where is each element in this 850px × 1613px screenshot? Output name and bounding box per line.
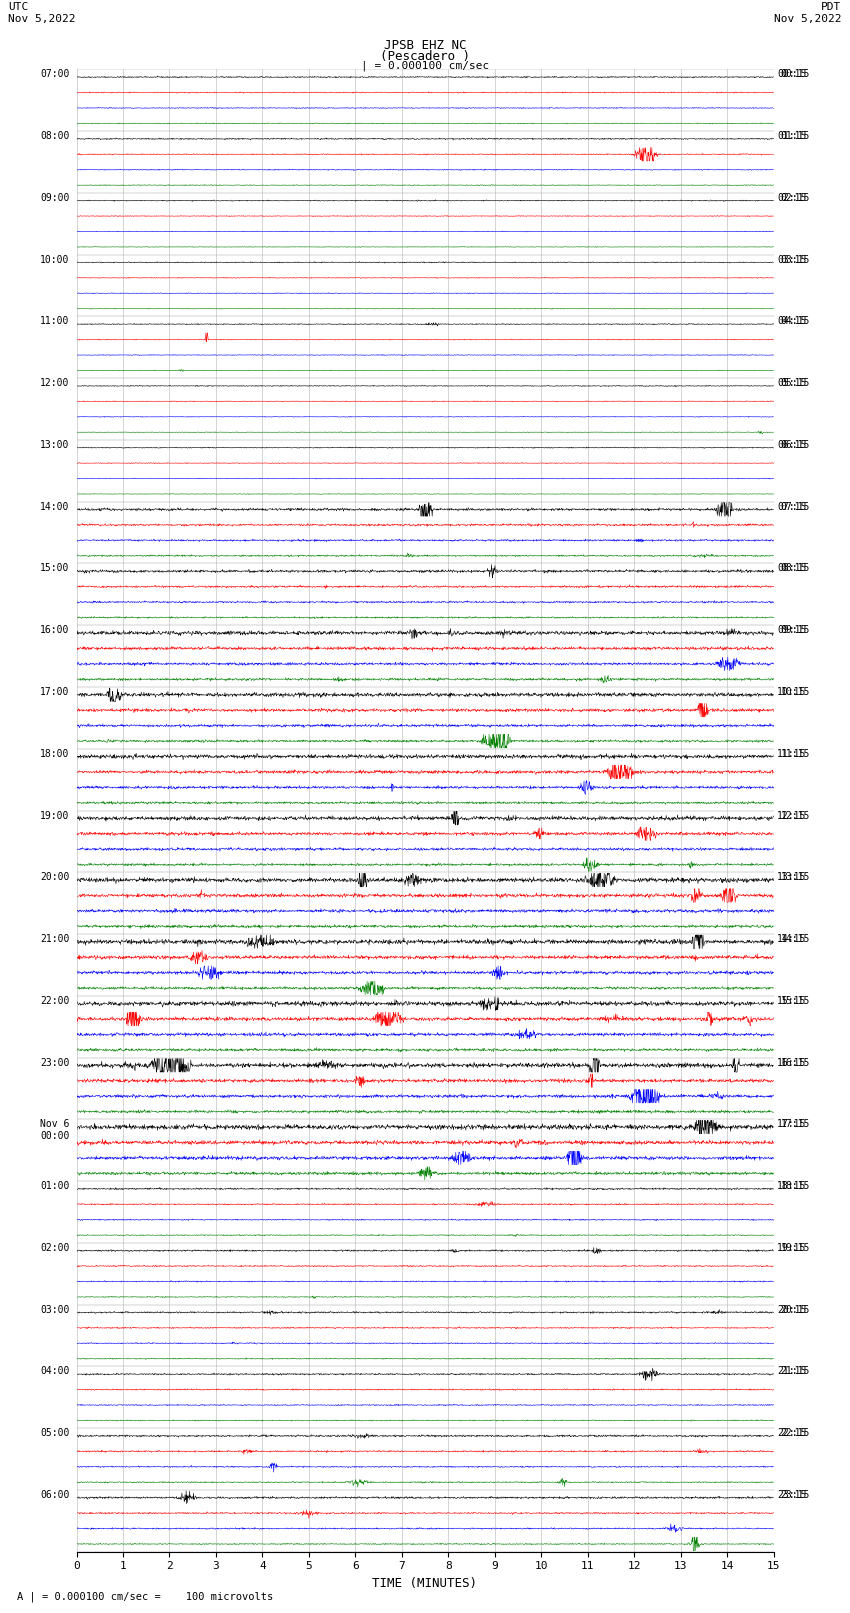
Text: | = 0.000100 cm/sec: | = 0.000100 cm/sec xyxy=(361,60,489,71)
Text: 01:15: 01:15 xyxy=(777,131,807,140)
Text: 19:15: 19:15 xyxy=(777,1244,807,1253)
Text: 04:00: 04:00 xyxy=(40,1366,70,1376)
Text: 15:00: 15:00 xyxy=(40,563,70,574)
Text: 17:15: 17:15 xyxy=(780,1119,810,1129)
Text: 13:00: 13:00 xyxy=(40,440,70,450)
Text: 18:15: 18:15 xyxy=(777,1181,807,1190)
Text: 17:00: 17:00 xyxy=(40,687,70,697)
Text: 00:15: 00:15 xyxy=(780,69,810,79)
Text: 03:15: 03:15 xyxy=(777,255,807,265)
Text: 08:15: 08:15 xyxy=(777,563,807,574)
Text: 20:15: 20:15 xyxy=(780,1305,810,1315)
Text: 22:15: 22:15 xyxy=(780,1428,810,1439)
Text: 05:15: 05:15 xyxy=(777,377,807,389)
Text: 08:00: 08:00 xyxy=(40,131,70,140)
Text: 04:15: 04:15 xyxy=(777,316,807,326)
Text: 23:00: 23:00 xyxy=(40,1058,70,1068)
Text: 15:15: 15:15 xyxy=(777,995,807,1007)
Text: 10:15: 10:15 xyxy=(780,687,810,697)
Text: UTC: UTC xyxy=(8,3,29,13)
Text: 18:15: 18:15 xyxy=(780,1181,810,1190)
Text: 13:15: 13:15 xyxy=(777,873,807,882)
Text: 22:00: 22:00 xyxy=(40,995,70,1007)
Text: (Pescadero ): (Pescadero ) xyxy=(380,50,470,63)
Text: 09:00: 09:00 xyxy=(40,194,70,203)
Text: A | = 0.000100 cm/sec =    100 microvolts: A | = 0.000100 cm/sec = 100 microvolts xyxy=(17,1590,273,1602)
Text: 19:15: 19:15 xyxy=(780,1244,810,1253)
Text: 21:00: 21:00 xyxy=(40,934,70,944)
Text: Nov 6
00:00: Nov 6 00:00 xyxy=(40,1119,70,1140)
Text: 04:15: 04:15 xyxy=(780,316,810,326)
Text: 16:15: 16:15 xyxy=(780,1058,810,1068)
Text: 09:15: 09:15 xyxy=(777,626,807,636)
Text: Nov 5,2022: Nov 5,2022 xyxy=(774,13,842,24)
Text: 00:15: 00:15 xyxy=(777,69,807,79)
Text: 20:15: 20:15 xyxy=(777,1305,807,1315)
Text: 07:00: 07:00 xyxy=(40,69,70,79)
Text: 08:15: 08:15 xyxy=(780,563,810,574)
Text: 21:15: 21:15 xyxy=(777,1366,807,1376)
Text: 11:15: 11:15 xyxy=(780,748,810,758)
Text: 12:15: 12:15 xyxy=(780,811,810,821)
Text: 13:15: 13:15 xyxy=(780,873,810,882)
Text: 12:00: 12:00 xyxy=(40,377,70,389)
Text: 01:00: 01:00 xyxy=(40,1181,70,1190)
Text: 10:00: 10:00 xyxy=(40,255,70,265)
Text: 15:15: 15:15 xyxy=(780,995,810,1007)
Text: 06:15: 06:15 xyxy=(777,440,807,450)
Text: 21:15: 21:15 xyxy=(780,1366,810,1376)
Text: 11:00: 11:00 xyxy=(40,316,70,326)
Text: 02:00: 02:00 xyxy=(40,1244,70,1253)
X-axis label: TIME (MINUTES): TIME (MINUTES) xyxy=(372,1578,478,1590)
Text: 19:00: 19:00 xyxy=(40,811,70,821)
Text: 17:15: 17:15 xyxy=(777,1119,807,1129)
Text: 14:00: 14:00 xyxy=(40,502,70,511)
Text: Nov 5,2022: Nov 5,2022 xyxy=(8,13,76,24)
Text: 12:15: 12:15 xyxy=(777,811,807,821)
Text: 23:15: 23:15 xyxy=(780,1490,810,1500)
Text: 03:15: 03:15 xyxy=(780,255,810,265)
Text: 02:15: 02:15 xyxy=(777,194,807,203)
Text: 07:15: 07:15 xyxy=(777,502,807,511)
Text: 03:00: 03:00 xyxy=(40,1305,70,1315)
Text: 06:15: 06:15 xyxy=(780,440,810,450)
Text: 20:00: 20:00 xyxy=(40,873,70,882)
Text: PDT: PDT xyxy=(821,3,842,13)
Text: 01:15: 01:15 xyxy=(780,131,810,140)
Text: 05:00: 05:00 xyxy=(40,1428,70,1439)
Text: 14:15: 14:15 xyxy=(780,934,810,944)
Text: 10:15: 10:15 xyxy=(777,687,807,697)
Text: 14:15: 14:15 xyxy=(777,934,807,944)
Text: JPSB EHZ NC: JPSB EHZ NC xyxy=(383,39,467,52)
Text: 05:15: 05:15 xyxy=(780,377,810,389)
Text: 23:15: 23:15 xyxy=(777,1490,807,1500)
Text: 22:15: 22:15 xyxy=(777,1428,807,1439)
Text: 06:00: 06:00 xyxy=(40,1490,70,1500)
Text: 16:00: 16:00 xyxy=(40,626,70,636)
Text: 09:15: 09:15 xyxy=(780,626,810,636)
Text: 11:15: 11:15 xyxy=(777,748,807,758)
Text: 18:00: 18:00 xyxy=(40,748,70,758)
Text: 07:15: 07:15 xyxy=(780,502,810,511)
Text: 16:15: 16:15 xyxy=(777,1058,807,1068)
Text: 02:15: 02:15 xyxy=(780,194,810,203)
